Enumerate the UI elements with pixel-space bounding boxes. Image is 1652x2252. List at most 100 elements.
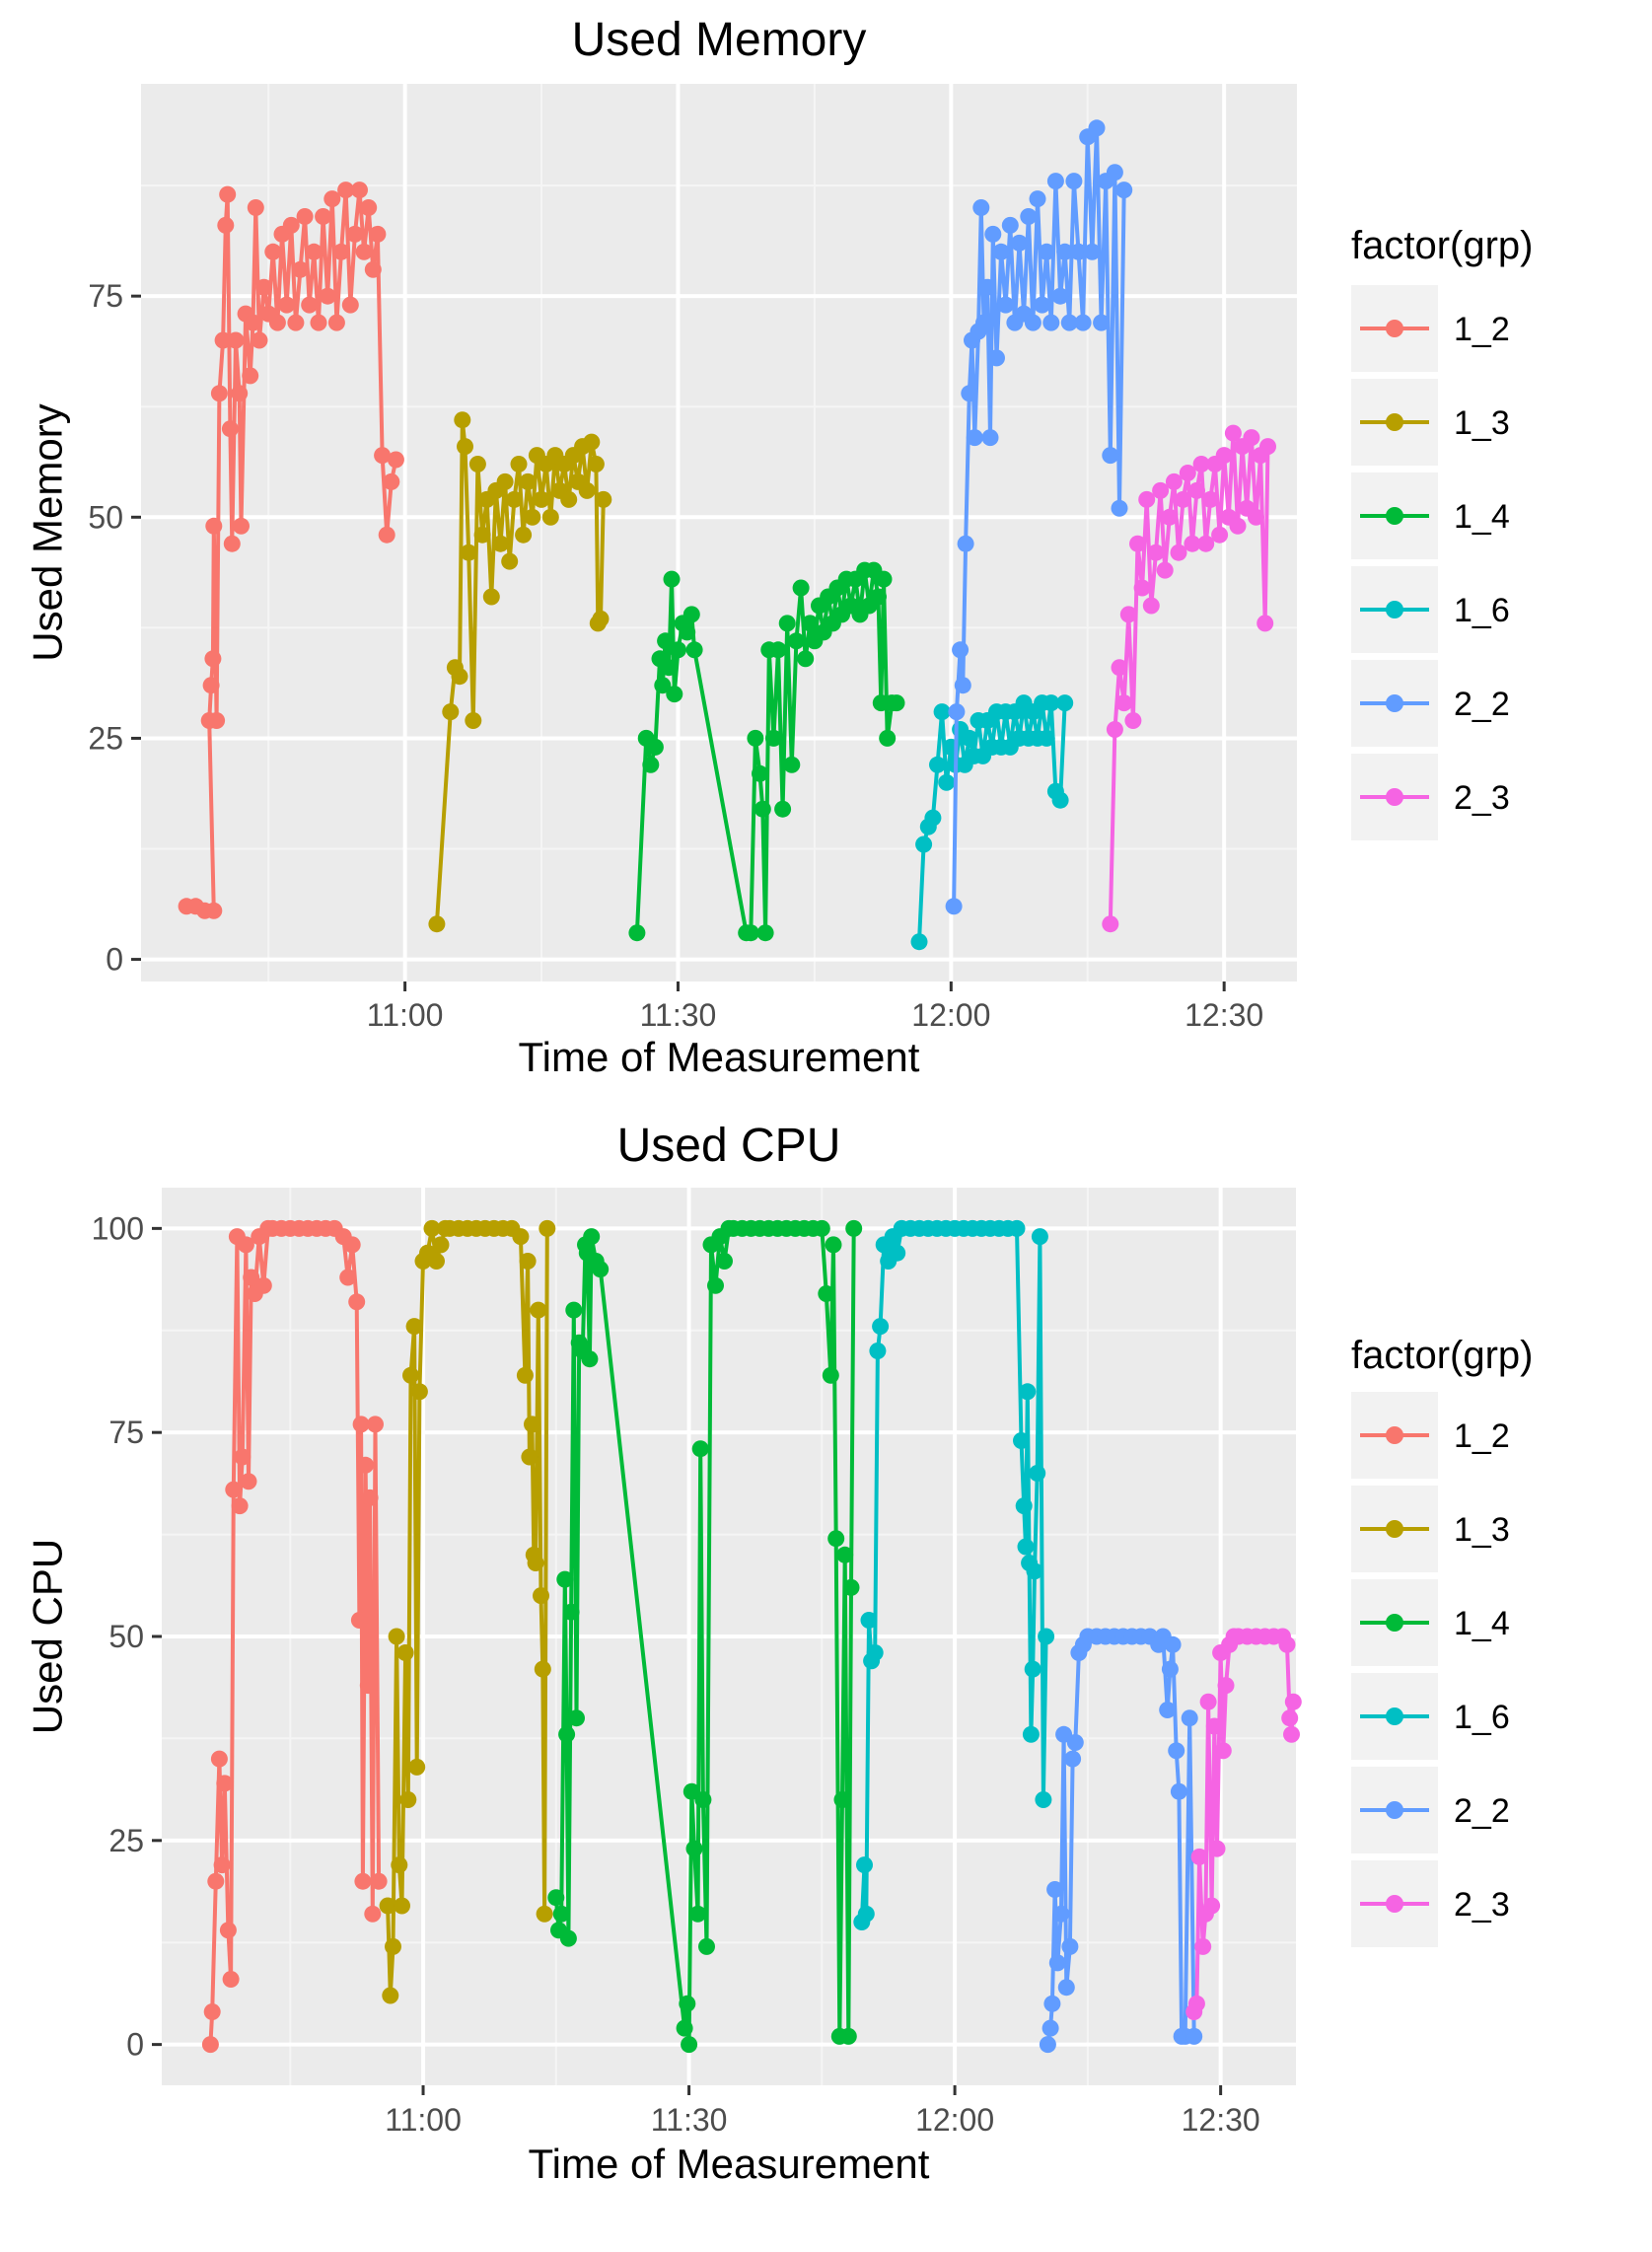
data-point — [1194, 1937, 1212, 1955]
data-point — [1022, 1725, 1040, 1743]
legend-key-point — [1386, 694, 1403, 712]
data-point — [1083, 243, 1101, 260]
data-point — [1119, 606, 1137, 623]
data-point — [210, 385, 228, 402]
data-point — [222, 1971, 240, 1988]
data-point — [825, 1236, 842, 1254]
data-point — [827, 1530, 845, 1548]
data-point — [402, 1366, 419, 1384]
data-point — [378, 526, 395, 544]
data-point — [337, 182, 355, 199]
data-point — [839, 2027, 857, 2045]
data-point — [1214, 1742, 1232, 1760]
data-point — [1115, 694, 1133, 712]
data-point — [774, 800, 792, 818]
data-point — [869, 1343, 887, 1359]
data-point — [952, 641, 970, 659]
legend-item-1_4: 1_4 — [1351, 1579, 1510, 1666]
data-point — [396, 1644, 414, 1661]
chart-title: Used CPU — [617, 1120, 841, 1172]
data-point — [457, 438, 473, 456]
data-point — [689, 1905, 707, 1923]
data-point — [323, 190, 341, 208]
x-tick-label: 12:30 — [1182, 2102, 1260, 2138]
legend-key-point — [1386, 1801, 1403, 1819]
data-point — [237, 1236, 254, 1254]
legend-label: 1_4 — [1454, 498, 1510, 536]
data-point — [460, 544, 477, 561]
x-axis-title: Time of Measurement — [529, 2141, 930, 2187]
data-point — [539, 1219, 556, 1237]
data-point — [938, 773, 956, 791]
x-tick-label: 11:00 — [367, 997, 444, 1033]
data-point — [657, 632, 675, 650]
data-point — [1170, 544, 1187, 561]
data-point — [527, 1555, 544, 1571]
data-point — [1038, 1628, 1055, 1645]
data-point — [227, 331, 245, 349]
data-point — [512, 1228, 530, 1246]
series-2_3 — [1102, 424, 1276, 933]
series-1_2 — [201, 1219, 388, 2054]
data-point — [875, 570, 893, 588]
data-point — [663, 570, 681, 588]
data-point — [1201, 490, 1219, 508]
data-point — [1259, 438, 1276, 456]
data-point — [769, 641, 787, 659]
data-point — [264, 243, 282, 260]
data-point — [432, 1236, 450, 1254]
data-point — [1102, 915, 1119, 933]
data-point — [1102, 447, 1119, 465]
data-point — [866, 1644, 884, 1661]
data-point — [666, 686, 683, 703]
data-point — [872, 1318, 890, 1336]
data-point — [1215, 447, 1233, 465]
data-point — [301, 296, 319, 314]
data-point — [592, 1261, 610, 1278]
legend-item-2_2: 2_2 — [1351, 1767, 1510, 1853]
data-point — [1188, 481, 1205, 499]
data-point — [1124, 712, 1142, 729]
data-point — [1093, 314, 1111, 331]
data-point — [747, 729, 764, 747]
data-point — [1011, 234, 1028, 252]
data-point — [1159, 1702, 1177, 1718]
data-point — [742, 924, 759, 942]
data-point — [1115, 182, 1133, 199]
legend-key-point — [1386, 1895, 1403, 1913]
data-point — [1017, 1538, 1035, 1556]
y-tick-label: 25 — [108, 1823, 144, 1858]
data-point — [251, 331, 268, 349]
data-point — [1243, 429, 1260, 447]
data-point — [201, 2036, 219, 2054]
data-point — [541, 508, 559, 526]
legend-label: 2_3 — [1454, 779, 1510, 817]
data-point — [343, 1236, 361, 1254]
data-point — [339, 1269, 357, 1286]
data-point — [388, 1628, 405, 1645]
series-1_2 — [178, 182, 404, 919]
data-point — [578, 481, 596, 499]
data-point — [405, 1318, 423, 1336]
data-point — [559, 1929, 577, 1947]
data-point — [787, 632, 805, 650]
data-point — [1042, 314, 1060, 331]
data-point — [945, 898, 963, 915]
data-point — [1074, 314, 1092, 331]
data-point — [533, 1587, 549, 1605]
data-point — [519, 472, 537, 490]
data-point — [216, 1775, 234, 1792]
legend-title: factor(grp) — [1351, 1334, 1534, 1377]
data-point — [1065, 173, 1083, 190]
data-point — [534, 1660, 551, 1678]
data-point — [1229, 517, 1247, 535]
legend-label: 2_2 — [1454, 686, 1510, 723]
legend-item-2_3: 2_3 — [1351, 754, 1510, 840]
data-point — [822, 1366, 839, 1384]
data-point — [552, 1905, 570, 1923]
data-point — [361, 1489, 379, 1506]
y-tick-label: 0 — [126, 2027, 144, 2063]
data-point — [364, 1905, 382, 1923]
data-point — [754, 800, 771, 818]
data-point — [533, 490, 550, 508]
